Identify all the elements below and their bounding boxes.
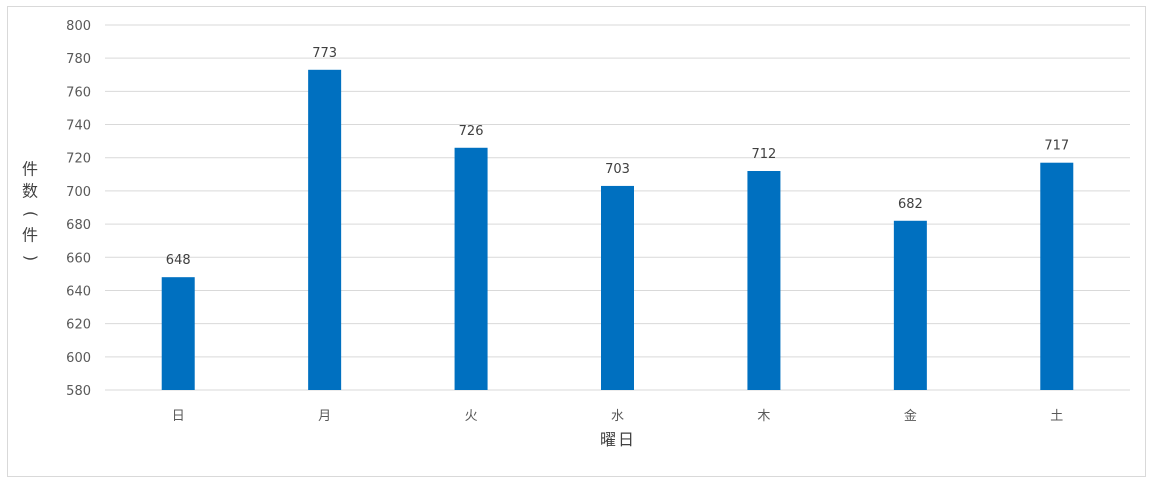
data-label: 773 — [312, 46, 337, 61]
x-tick-label: 日 — [172, 409, 185, 424]
bars — [161, 69, 1074, 390]
x-axis-ticks: 日月火水木金土 — [172, 408, 1064, 424]
bar — [1040, 162, 1074, 390]
y-tick-label: 700 — [66, 185, 91, 200]
chart-area — [7, 6, 1146, 477]
y-tick-label: 760 — [66, 85, 91, 100]
y-axis-title-char: 数 — [22, 182, 38, 201]
y-tick-label: 720 — [66, 152, 91, 167]
bar — [308, 69, 342, 390]
y-tick-label: 660 — [66, 251, 91, 266]
y-tick-label: 620 — [66, 318, 91, 333]
bar — [601, 185, 634, 390]
data-label: 726 — [459, 124, 484, 139]
x-tick-label: 月 — [318, 409, 331, 424]
y-tick-label: 780 — [66, 52, 91, 67]
data-label: 682 — [898, 197, 923, 212]
y-tick-label: 740 — [66, 119, 91, 134]
y-axis-title-char: 件 — [22, 160, 38, 179]
x-tick-label: 土 — [1050, 409, 1063, 424]
bar — [454, 147, 488, 390]
y-axis-ticks: 580 600 620 640 660 680 700 720 740 760 780 800 — [66, 19, 91, 399]
y-axis-title-char: ) — [22, 255, 41, 261]
x-tick-label: 火 — [465, 409, 478, 424]
x-tick-label: 水 — [611, 409, 624, 424]
y-tick-label: 640 — [66, 284, 91, 299]
y-axis-title-char: ( — [22, 211, 41, 217]
data-label: 712 — [752, 147, 777, 162]
bar — [161, 277, 195, 390]
y-tick-label: 680 — [66, 218, 91, 233]
x-tick-label: 木 — [757, 409, 770, 424]
y-axis-title: 件数(件) — [22, 160, 41, 262]
bar — [893, 220, 927, 390]
data-labels: 648 773 726 703 712 682 717 — [166, 46, 1069, 268]
y-tick-label: 580 — [66, 384, 91, 399]
x-tick-label: 金 — [904, 408, 917, 424]
gridlines — [105, 24, 1130, 391]
bar — [747, 171, 781, 390]
data-label: 717 — [1044, 139, 1069, 154]
data-label: 703 — [605, 162, 630, 177]
data-label: 648 — [166, 253, 191, 268]
x-axis-title: 曜日 — [600, 430, 636, 449]
y-tick-label: 800 — [66, 19, 91, 34]
y-axis-title-char: 件 — [22, 226, 38, 245]
y-tick-label: 600 — [66, 351, 91, 366]
